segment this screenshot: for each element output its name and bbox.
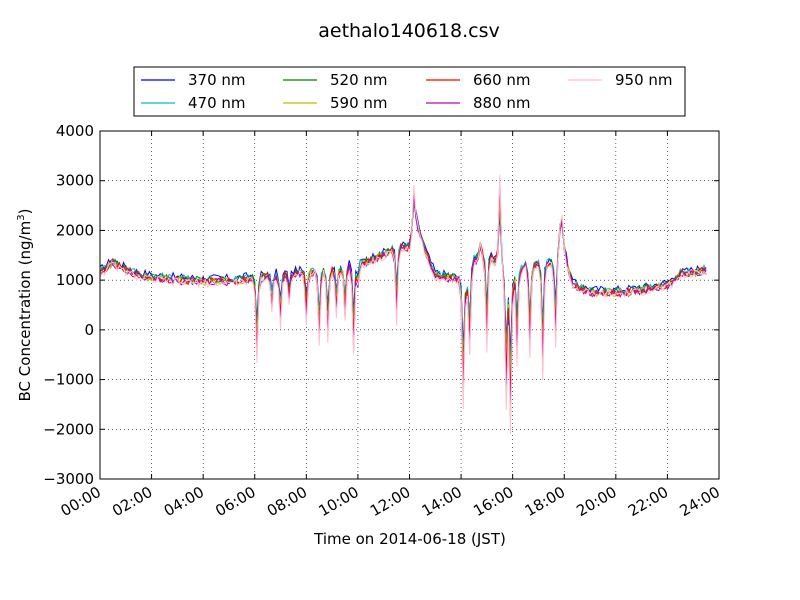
legend-label: 370 nm [188,71,246,89]
grid-lines [99,130,720,480]
legend-label: 660 nm [473,71,531,89]
y-tick-label: −3000 [43,470,94,488]
x-tick-label: 18:00 [522,483,568,520]
x-tick-label: 08:00 [264,483,310,520]
y-axis-label: BC Concentration (ng/m3) [16,209,34,402]
x-tick-label: 22:00 [625,483,671,520]
x-axis: 00:00 02:00 04:00 06:00 08:00 10:00 12:00 14:00… [58,131,723,520]
legend-label: 470 nm [188,94,246,112]
y-tick-label: −1000 [43,371,94,389]
series-line-880-nm [99,180,707,420]
series-line-660-nm [99,186,707,405]
legend-frame [133,66,686,117]
x-tick-label: 04:00 [161,483,207,520]
x-tick-label: 06:00 [212,483,258,520]
legend-label: 590 nm [330,94,388,112]
series-line-950-nm [99,174,707,435]
y-tick-label: 4000 [56,122,94,140]
x-tick-label: 12:00 [367,483,413,520]
x-tick-label: 00:00 [58,483,104,520]
y-axis-label-sup: 3 [16,214,27,220]
y-axis: −3000 −2000 −1000 0 1000 2000 3000 4000 [43,122,719,488]
legend-label: 950 nm [615,71,673,89]
x-tick-label: 24:00 [677,483,723,520]
y-tick-label: 3000 [56,172,94,190]
y-tick-label: 2000 [56,221,94,239]
x-tick-label: 14:00 [419,483,465,520]
series-group [99,174,707,435]
chart-title: aethalo140618.csv [318,20,500,42]
x-tick-label: 10:00 [315,483,361,520]
series-line-520-nm [99,196,707,377]
series-line-470-nm [99,203,707,370]
legend: 370 nm 470 nm 520 nm 590 nm 660 nm 880 nm 950 … [133,66,686,117]
x-tick-label: 16:00 [470,483,516,520]
y-tick-label: 0 [84,321,94,339]
y-axis-label-main: BC Concentration (ng/m [16,221,34,402]
y-tick-label: −2000 [43,420,94,438]
y-tick-label: 1000 [56,271,94,289]
legend-label: 520 nm [330,71,388,89]
x-axis-label: Time on 2014-06-18 (JST) [313,530,506,548]
legend-label: 880 nm [473,94,531,112]
y-axis-label-close: ) [16,209,34,215]
x-tick-label: 02:00 [109,483,155,520]
x-tick-label: 20:00 [573,483,619,520]
